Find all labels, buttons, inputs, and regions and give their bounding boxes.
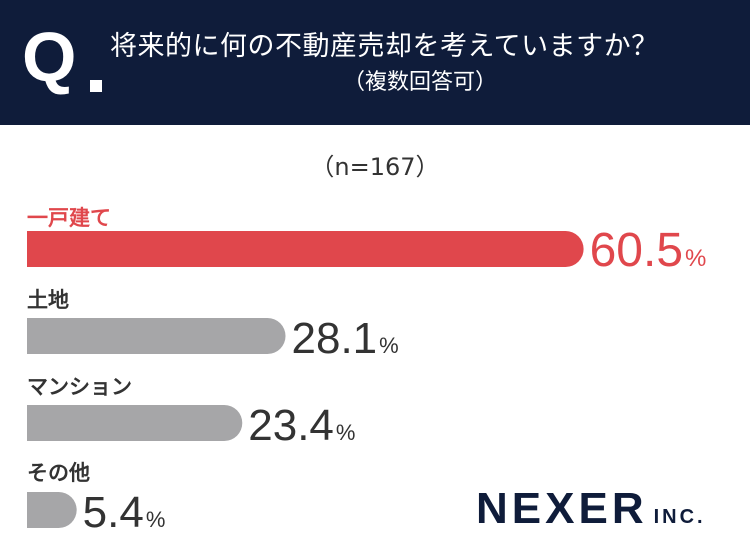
company-logo: NEXER INC. (476, 484, 706, 534)
bar (27, 318, 286, 354)
value-number: 23.4 (248, 401, 334, 450)
value-number: 28.1 (292, 314, 378, 363)
category-label: その他 (27, 461, 90, 485)
value-label: 60.5% (590, 224, 707, 277)
value-label: 23.4% (248, 401, 355, 450)
value-unit: % (685, 245, 706, 272)
category-label: 土地 (27, 288, 69, 312)
value-unit: % (336, 420, 356, 445)
value-number: 5.4 (83, 488, 144, 537)
bar (27, 405, 243, 441)
value-label: 5.4% (83, 488, 166, 537)
category-label: マンション (27, 375, 132, 399)
bar (27, 231, 584, 267)
logo-wordmark: NEXER (476, 484, 648, 533)
logo-suffix: INC. (653, 506, 706, 528)
value-unit: % (379, 333, 399, 358)
value-label: 28.1% (292, 314, 399, 363)
category-label: 一戸建て (27, 206, 111, 230)
question-note: （複数回答可） (342, 70, 497, 95)
q-mark: Q (22, 18, 77, 96)
q-dot-decoration (90, 80, 102, 92)
bar (27, 492, 77, 528)
value-unit: % (146, 507, 166, 532)
question-header: Q 将来的に何の不動産売却を考えていますか？ （複数回答可） (0, 0, 750, 125)
sample-size-label: （n=167） (310, 153, 440, 181)
value-number: 60.5 (590, 224, 683, 277)
question-text: 将来的に何の不動産売却を考えていますか？ (110, 31, 659, 62)
